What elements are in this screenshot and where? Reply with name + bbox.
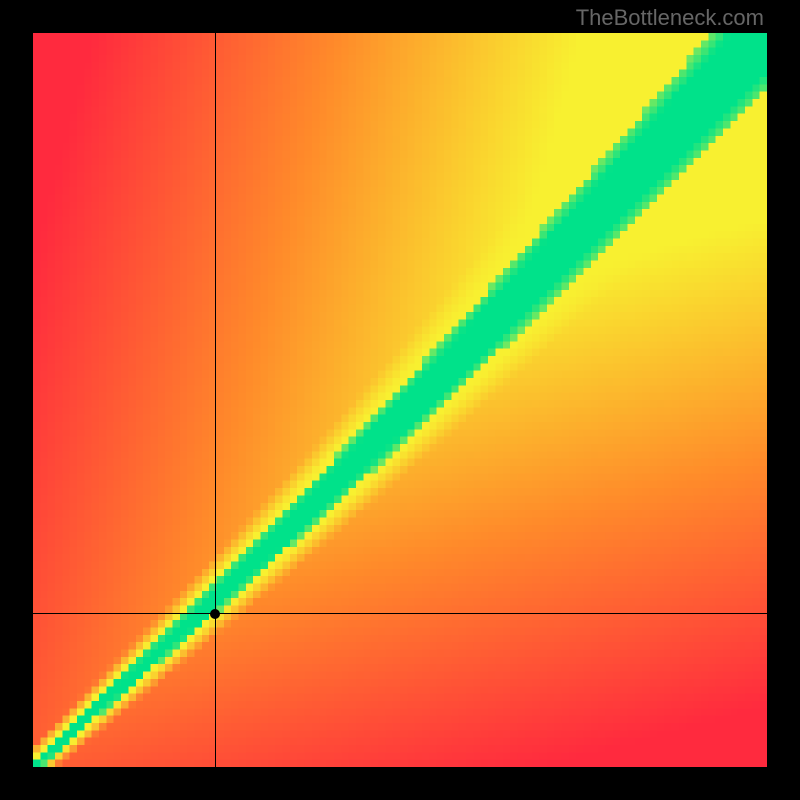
data-point-marker (210, 609, 220, 619)
chart-container: TheBottleneck.com (0, 0, 800, 800)
crosshair-vertical (215, 33, 216, 767)
bottleneck-heatmap (33, 33, 767, 767)
crosshair-horizontal (33, 613, 767, 614)
attribution-text: TheBottleneck.com (576, 5, 764, 31)
